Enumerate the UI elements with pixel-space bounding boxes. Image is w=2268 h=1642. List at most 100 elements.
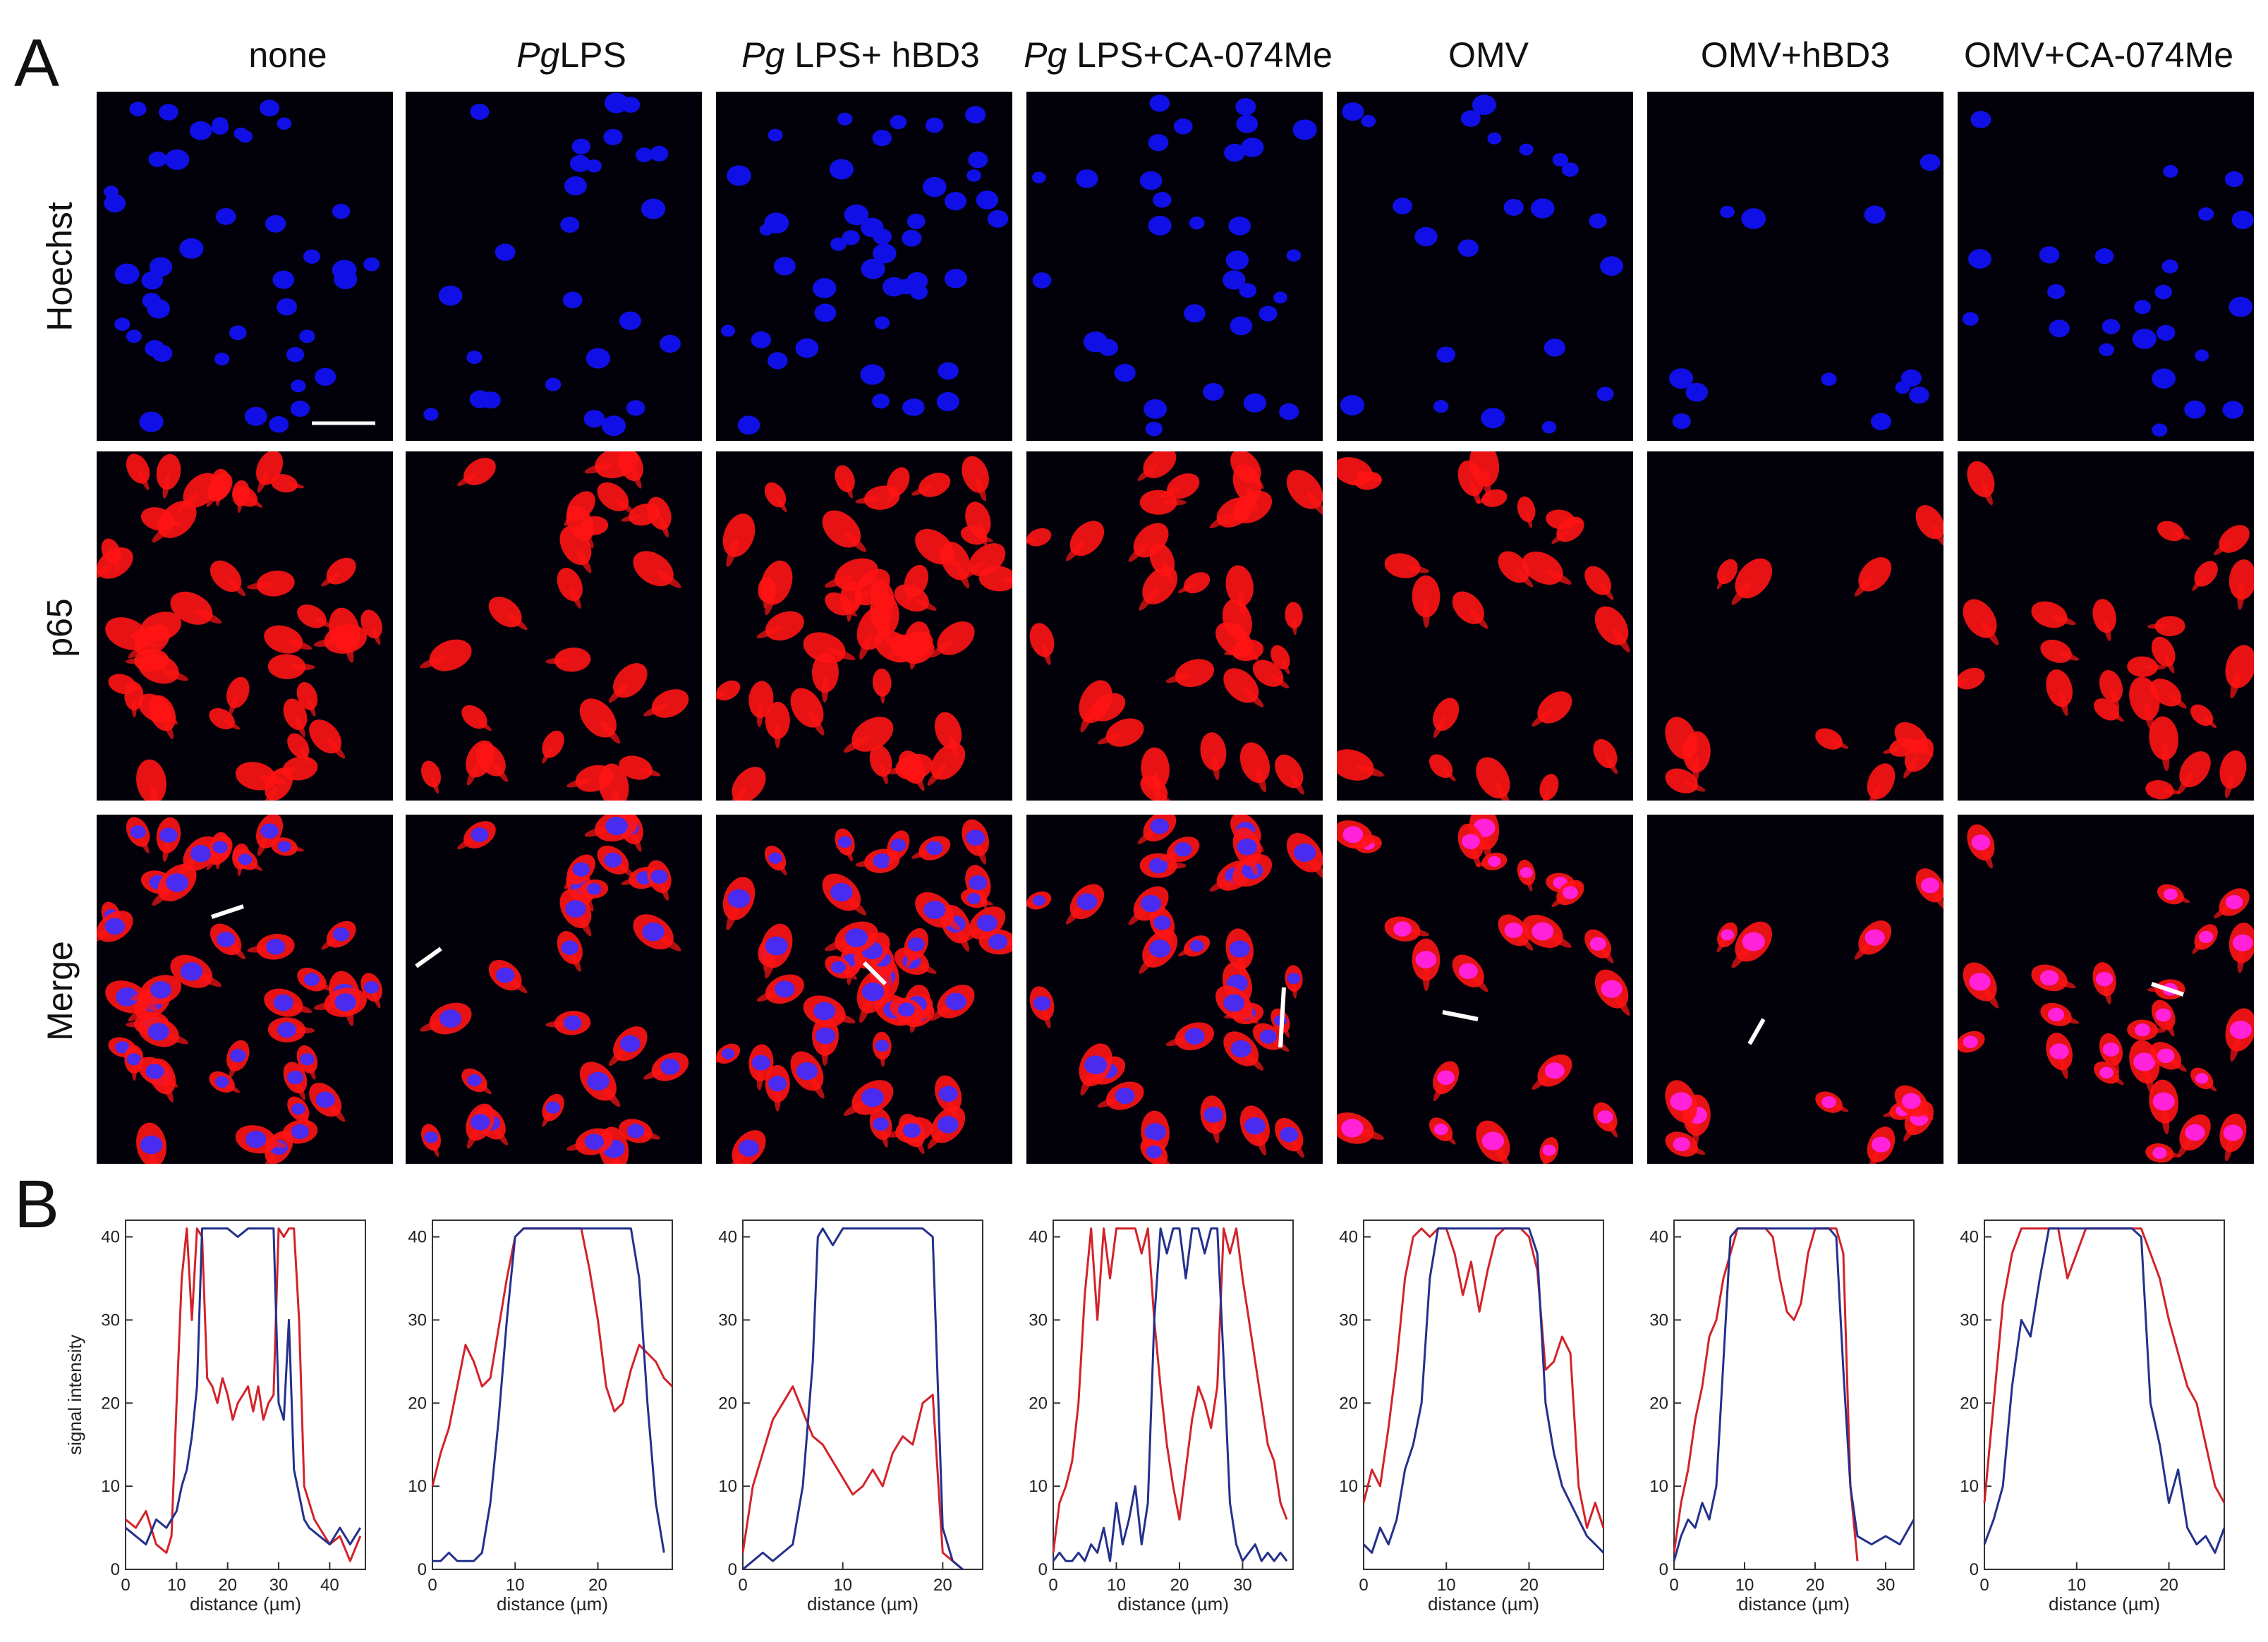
column-title-pglps-hbd3: Pg LPS+ hBD3 — [712, 27, 1009, 83]
x-tick-label: 10 — [833, 1576, 852, 1595]
y-tick-label: 10 — [408, 1477, 427, 1496]
row-label-text: Hoechst — [40, 201, 80, 332]
plot-frame — [125, 1220, 366, 1570]
column-title-text: OMV+CA-074Me — [1963, 35, 2234, 75]
blue-series-line — [1362, 1227, 1605, 1554]
y-tick-label: 30 — [1029, 1310, 1048, 1330]
y-tick-label: 40 — [1339, 1228, 1358, 1247]
y-tick-label: 20 — [408, 1394, 427, 1413]
column-title-italic: Pg — [1024, 35, 1067, 75]
micrograph-merge-6 — [1647, 815, 1943, 1164]
y-tick-label: 40 — [718, 1228, 737, 1247]
red-series-line — [1052, 1227, 1288, 1553]
y-tick-label: 40 — [408, 1228, 427, 1247]
x-tick-label: 0 — [427, 1576, 437, 1595]
line-scan-marker — [862, 961, 887, 986]
x-tick-label: 0 — [1048, 1576, 1057, 1595]
y-tick-label: 30 — [408, 1310, 427, 1330]
y-axis-label: signal intensity — [64, 1334, 85, 1455]
y-tick-label: 30 — [718, 1310, 737, 1330]
x-tick-label: 20 — [218, 1576, 237, 1595]
column-title-text: LPS+ hBD3 — [784, 35, 980, 75]
column-title-omv-ca074me: OMV+CA-074Me — [1933, 27, 2264, 83]
micrograph-p65-2 — [406, 451, 702, 801]
x-axis-label: distance (µm) — [1428, 1593, 1539, 1614]
plot-frame — [742, 1220, 983, 1570]
line-scan-marker — [1747, 1018, 1766, 1045]
y-tick-label: 40 — [101, 1228, 120, 1247]
blue-series-line — [1673, 1227, 1915, 1562]
plot-frame — [1984, 1220, 2225, 1570]
micrograph-merge-2 — [406, 815, 702, 1164]
column-title-text: OMV+hBD3 — [1700, 35, 1891, 75]
x-tick-label: 20 — [933, 1576, 952, 1595]
y-tick-label: 40 — [1029, 1228, 1048, 1247]
y-tick-label: 10 — [1339, 1477, 1358, 1496]
x-axis-label: distance (µm) — [1738, 1593, 1850, 1614]
x-tick-label: 20 — [588, 1576, 607, 1595]
y-tick-label: 20 — [1649, 1394, 1668, 1413]
micrograph-p65-6 — [1647, 451, 1943, 801]
x-tick-label: 10 — [1437, 1576, 1456, 1595]
line-profile-chart-4: 0 10 20 30 0 10 20 30 40 distance (µm) — [981, 1210, 1312, 1633]
y-tick-label: 0 — [418, 1560, 427, 1579]
y-tick-label: 20 — [1029, 1394, 1048, 1413]
y-tick-label: 0 — [1659, 1560, 1668, 1579]
blue-series-line — [742, 1227, 964, 1571]
column-title-omv-hbd3: OMV+hBD3 — [1654, 27, 1936, 83]
x-tick-label: 30 — [1876, 1576, 1896, 1595]
x-axis-label: distance (µm) — [190, 1593, 301, 1614]
blue-series-line — [1052, 1227, 1288, 1562]
panel-a-label: A — [14, 25, 60, 101]
micrograph-merge-7 — [1958, 815, 2254, 1164]
blue-series-line — [432, 1227, 665, 1562]
y-tick-label: 30 — [1960, 1310, 1979, 1330]
row-label-hoechst: Hoechst — [32, 92, 88, 441]
column-title-italic: Pg — [741, 35, 785, 75]
line-profile-chart-1: 0 10 20 30 40 0 10 20 30 40 distance (µm) signal in… — [53, 1210, 384, 1633]
plot-frame — [1363, 1220, 1604, 1570]
x-tick-label: 20 — [2159, 1576, 2178, 1595]
plot-frame — [432, 1220, 673, 1570]
row-label-text: p65 — [40, 598, 80, 657]
micrograph-p65-1 — [97, 451, 393, 801]
micrograph-hoechst-6 — [1647, 92, 1943, 441]
blue-series-line — [1983, 1227, 2226, 1554]
micrograph-merge-4 — [1026, 815, 1323, 1164]
x-tick-label: 10 — [1107, 1576, 1126, 1595]
line-profile-chart-7: 0 10 20 0 10 20 30 40 distance (µm) — [1912, 1210, 2243, 1633]
y-tick-label: 10 — [718, 1477, 737, 1496]
line-scan-marker — [1278, 987, 1286, 1048]
column-title-pglps: PgLPS — [466, 27, 677, 83]
x-tick-label: 20 — [1806, 1576, 1825, 1595]
line-profile-chart-2: 0 10 20 0 10 20 30 40 distance (µm) — [360, 1210, 691, 1633]
micrograph-hoechst-7 — [1958, 92, 2254, 441]
column-title-pglps-ca074me: Pg LPS+CA-074Me — [1005, 27, 1351, 83]
y-tick-label: 20 — [101, 1394, 120, 1413]
micrograph-hoechst-4 — [1026, 92, 1323, 441]
row-label-p65: p65 — [32, 451, 88, 804]
y-tick-label: 10 — [1029, 1477, 1048, 1496]
micrograph-merge-5 — [1337, 815, 1633, 1164]
y-tick-label: 20 — [718, 1394, 737, 1413]
x-tick-label: 10 — [2067, 1576, 2086, 1595]
blue-series-line — [125, 1227, 362, 1546]
x-axis-label: distance (µm) — [2049, 1593, 2160, 1614]
red-series-line — [1362, 1227, 1605, 1529]
plot-frame — [1053, 1220, 1294, 1570]
micrograph-merge-3 — [716, 815, 1012, 1164]
x-tick-label: 0 — [1979, 1576, 1989, 1595]
x-tick-label: 10 — [167, 1576, 186, 1595]
y-tick-label: 30 — [1339, 1310, 1358, 1330]
y-tick-label: 0 — [728, 1560, 737, 1579]
y-tick-label: 0 — [111, 1560, 120, 1579]
y-tick-label: 30 — [101, 1310, 120, 1330]
x-tick-label: 20 — [1520, 1576, 1539, 1595]
x-tick-label: 10 — [506, 1576, 525, 1595]
micrograph-merge-1 — [97, 815, 393, 1164]
micrograph-p65-4 — [1026, 451, 1323, 801]
micrograph-hoechst-1 — [97, 92, 393, 441]
y-tick-label: 0 — [1038, 1560, 1048, 1579]
x-tick-label: 20 — [1170, 1576, 1189, 1595]
x-tick-label: 30 — [1233, 1576, 1252, 1595]
